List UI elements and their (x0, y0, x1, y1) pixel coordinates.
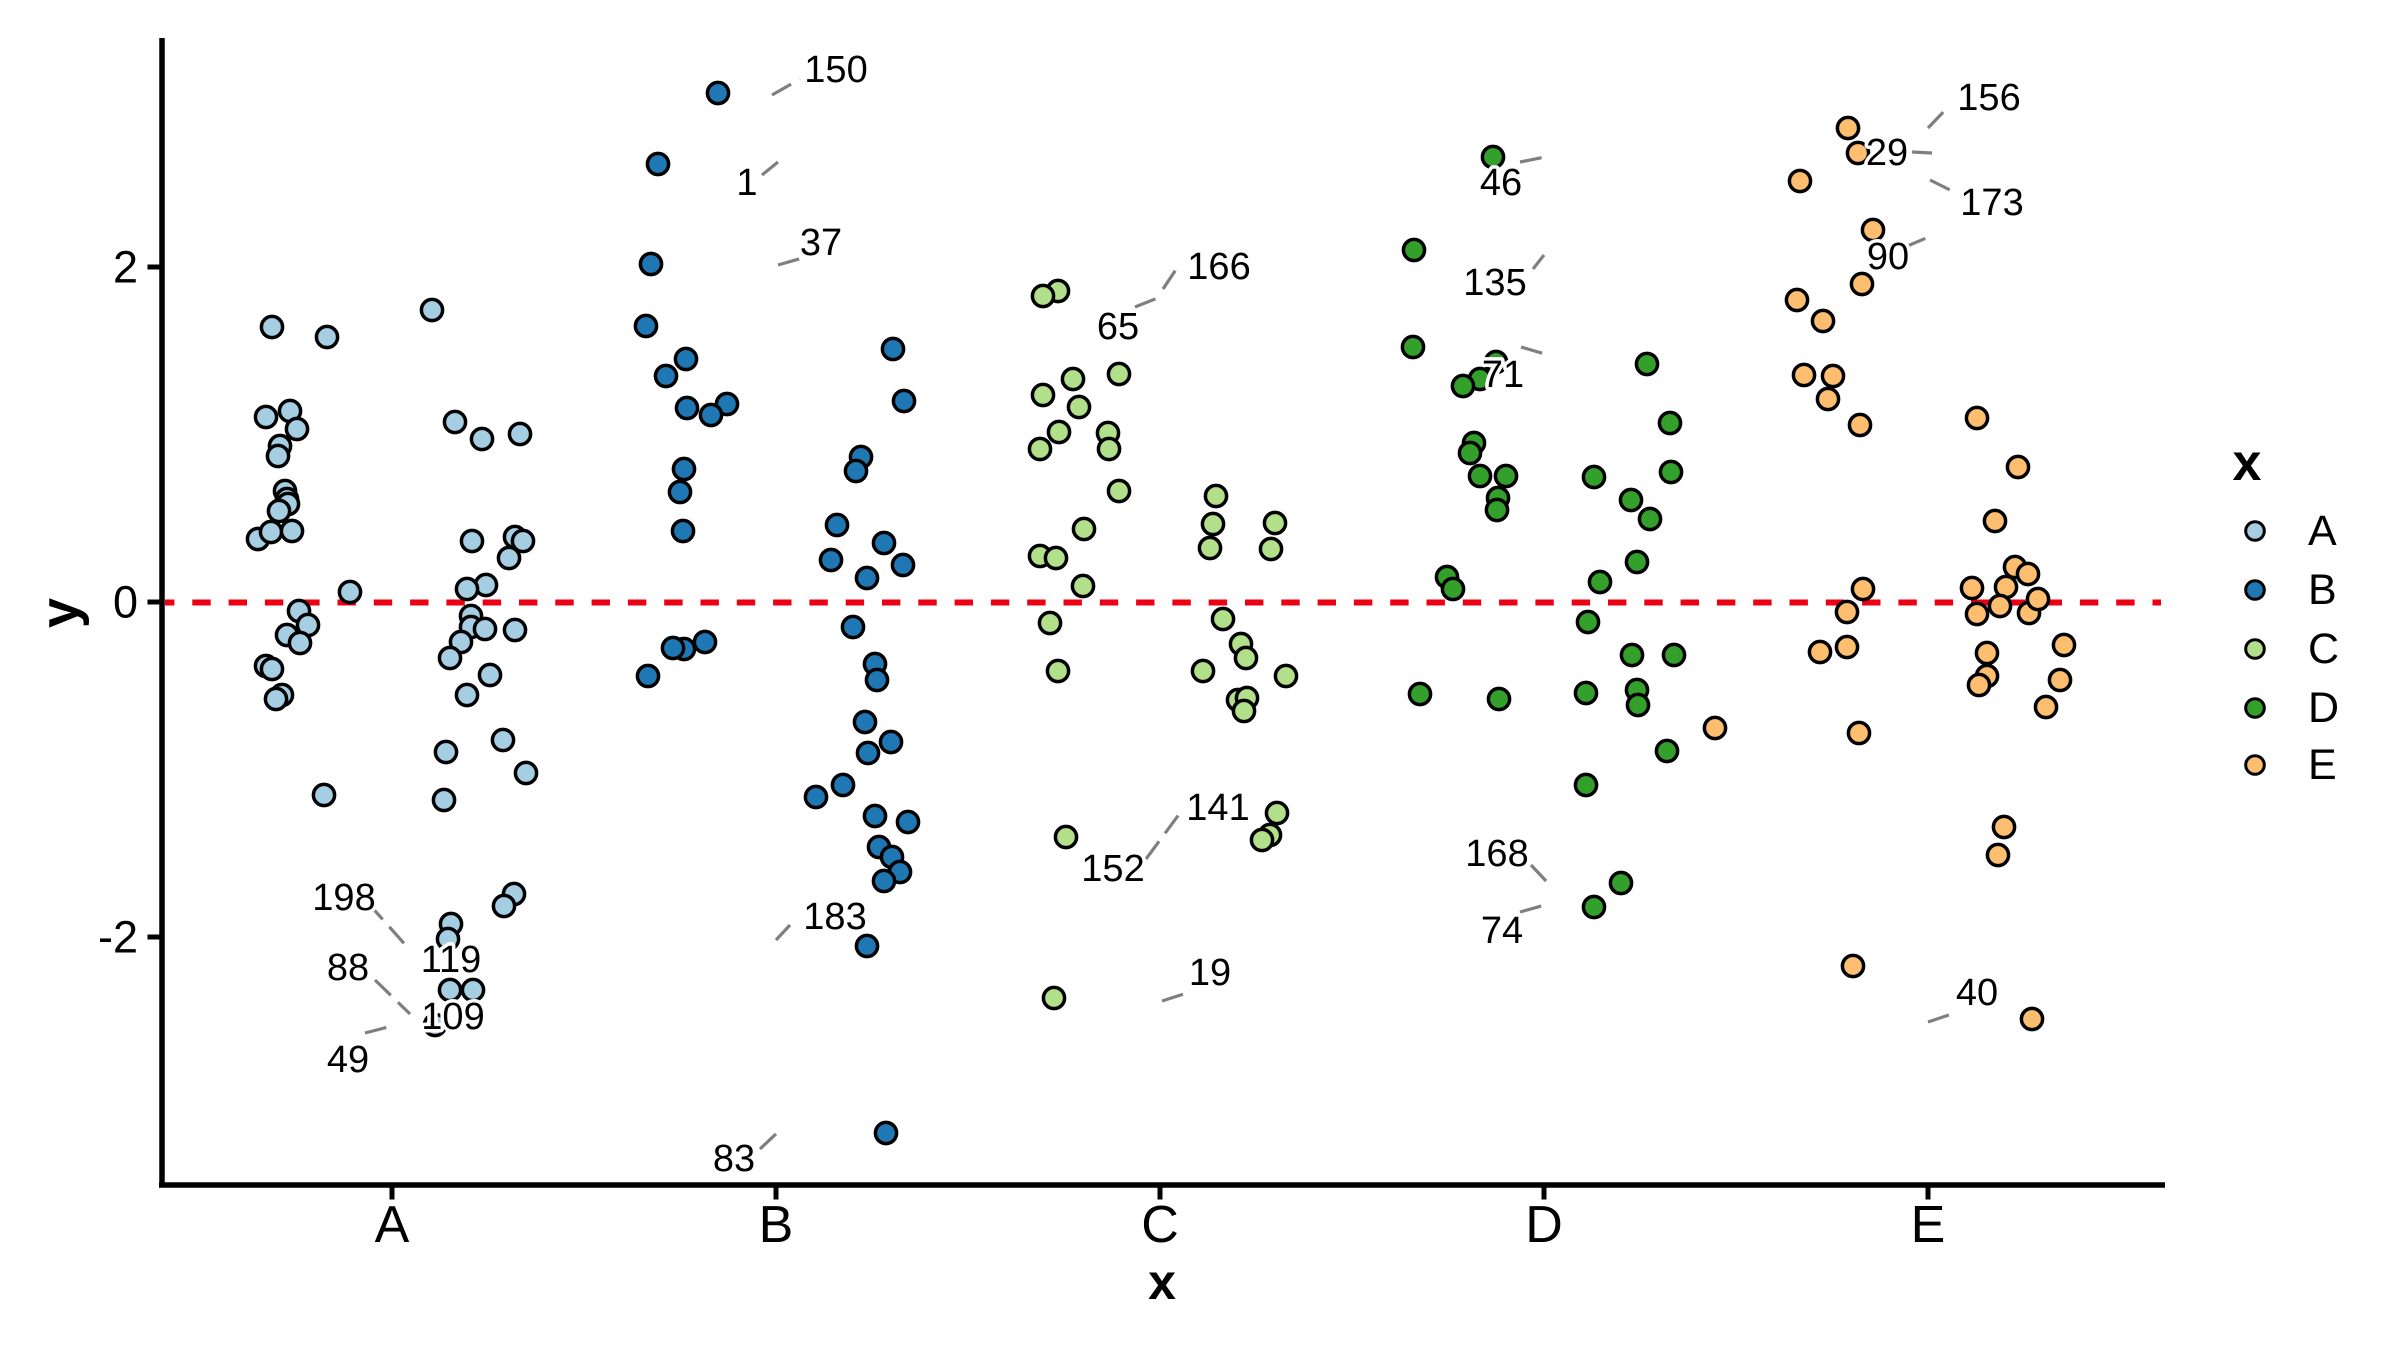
svg-text:E: E (2308, 741, 2337, 789)
svg-text:0: 0 (113, 577, 138, 628)
svg-text:119: 119 (421, 939, 482, 981)
svg-text:40: 40 (1956, 972, 1998, 1014)
svg-text:152: 152 (1081, 848, 1144, 890)
svg-text:90: 90 (1867, 236, 1909, 278)
svg-text:E: E (1911, 1196, 1946, 1254)
svg-text:135: 135 (1463, 262, 1526, 304)
svg-text:C: C (1141, 1196, 1179, 1254)
svg-text:46: 46 (1480, 162, 1522, 204)
svg-text:D: D (2308, 684, 2339, 732)
svg-text:109: 109 (421, 996, 484, 1038)
svg-text:71: 71 (1482, 354, 1524, 396)
svg-text:166: 166 (1187, 246, 1250, 288)
svg-text:156: 156 (1957, 77, 2020, 119)
svg-text:B: B (2308, 566, 2337, 614)
svg-text:-2: -2 (98, 912, 138, 963)
svg-text:183: 183 (803, 896, 866, 938)
svg-text:y: y (30, 598, 90, 628)
svg-text:C: C (2308, 625, 2339, 673)
svg-text:150: 150 (804, 49, 867, 91)
svg-text:173: 173 (1960, 182, 2023, 224)
svg-text:x: x (1148, 1254, 1176, 1310)
svg-text:37: 37 (800, 222, 842, 264)
svg-text:65: 65 (1097, 306, 1139, 348)
svg-text:74: 74 (1481, 910, 1523, 952)
svg-text:B: B (759, 1196, 794, 1254)
svg-text:29: 29 (1866, 132, 1908, 174)
svg-text:198: 198 (312, 877, 375, 919)
svg-text:x: x (2233, 434, 2262, 492)
svg-text:49: 49 (327, 1039, 369, 1081)
svg-text:141: 141 (1186, 787, 1249, 829)
svg-text:D: D (1525, 1196, 1563, 1254)
svg-text:83: 83 (713, 1138, 755, 1180)
svg-text:19: 19 (1189, 952, 1231, 994)
svg-text:168: 168 (1465, 833, 1528, 875)
svg-text:1: 1 (736, 162, 757, 204)
svg-text:88: 88 (327, 947, 369, 989)
svg-text:A: A (375, 1196, 410, 1254)
svg-text:2: 2 (113, 242, 138, 293)
svg-text:A: A (2308, 507, 2337, 555)
